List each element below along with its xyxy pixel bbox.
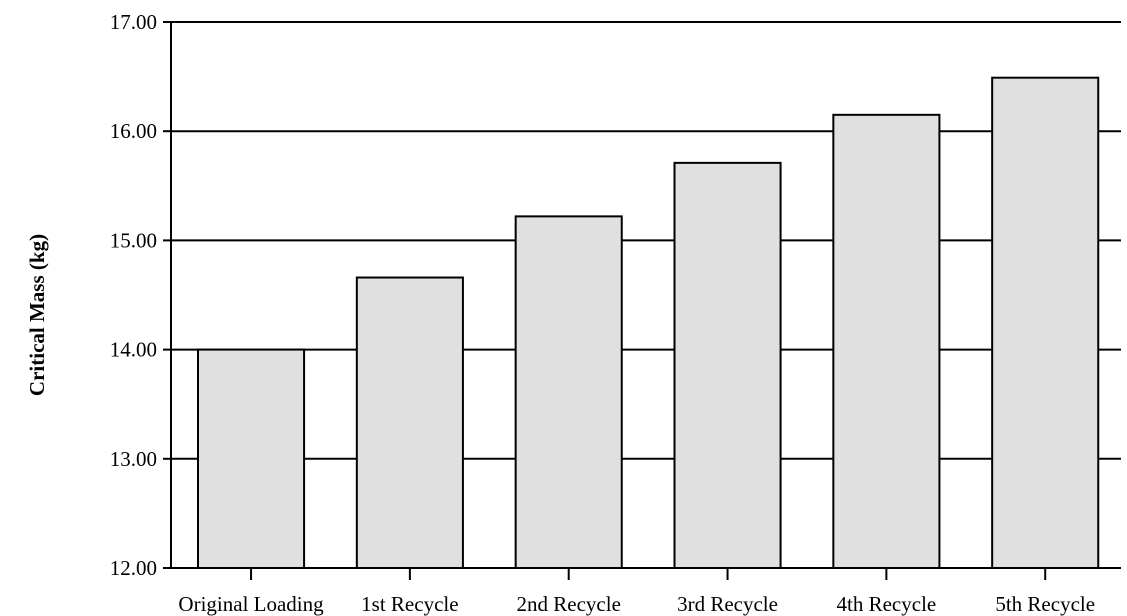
x-tick-label: 2nd Recycle xyxy=(517,592,621,616)
x-tick-labels: Original Loading 1st Recycle 2nd Recycle 3r… xyxy=(178,592,1095,616)
bar xyxy=(832,113,941,569)
y-tick-label: 17.00 xyxy=(110,10,157,34)
x-tick-label: 1st Recycle xyxy=(361,592,458,616)
y-axis-title: Critical Mass (kg) xyxy=(25,234,49,396)
bar xyxy=(514,215,623,569)
x-tick-label: 4th Recycle xyxy=(837,592,937,616)
bar xyxy=(197,348,306,569)
x-tick-label: 5th Recycle xyxy=(995,592,1095,616)
x-tick-label: 3rd Recycle xyxy=(677,592,778,616)
y-tick-labels: 12.00 13.00 14.00 15.00 16.00 17.00 xyxy=(110,10,157,580)
bar xyxy=(673,161,782,569)
axes xyxy=(163,21,1121,580)
x-tick-label: Original Loading xyxy=(178,592,324,616)
bar xyxy=(991,76,1100,570)
y-tick-label: 13.00 xyxy=(110,447,157,471)
y-tick-label: 16.00 xyxy=(110,119,157,143)
bars xyxy=(197,76,1100,570)
y-tick-label: 15.00 xyxy=(110,228,157,252)
y-tick-label: 14.00 xyxy=(110,338,157,362)
gridlines xyxy=(171,21,1121,460)
y-tick-label: 12.00 xyxy=(110,556,157,580)
bar xyxy=(355,276,464,569)
